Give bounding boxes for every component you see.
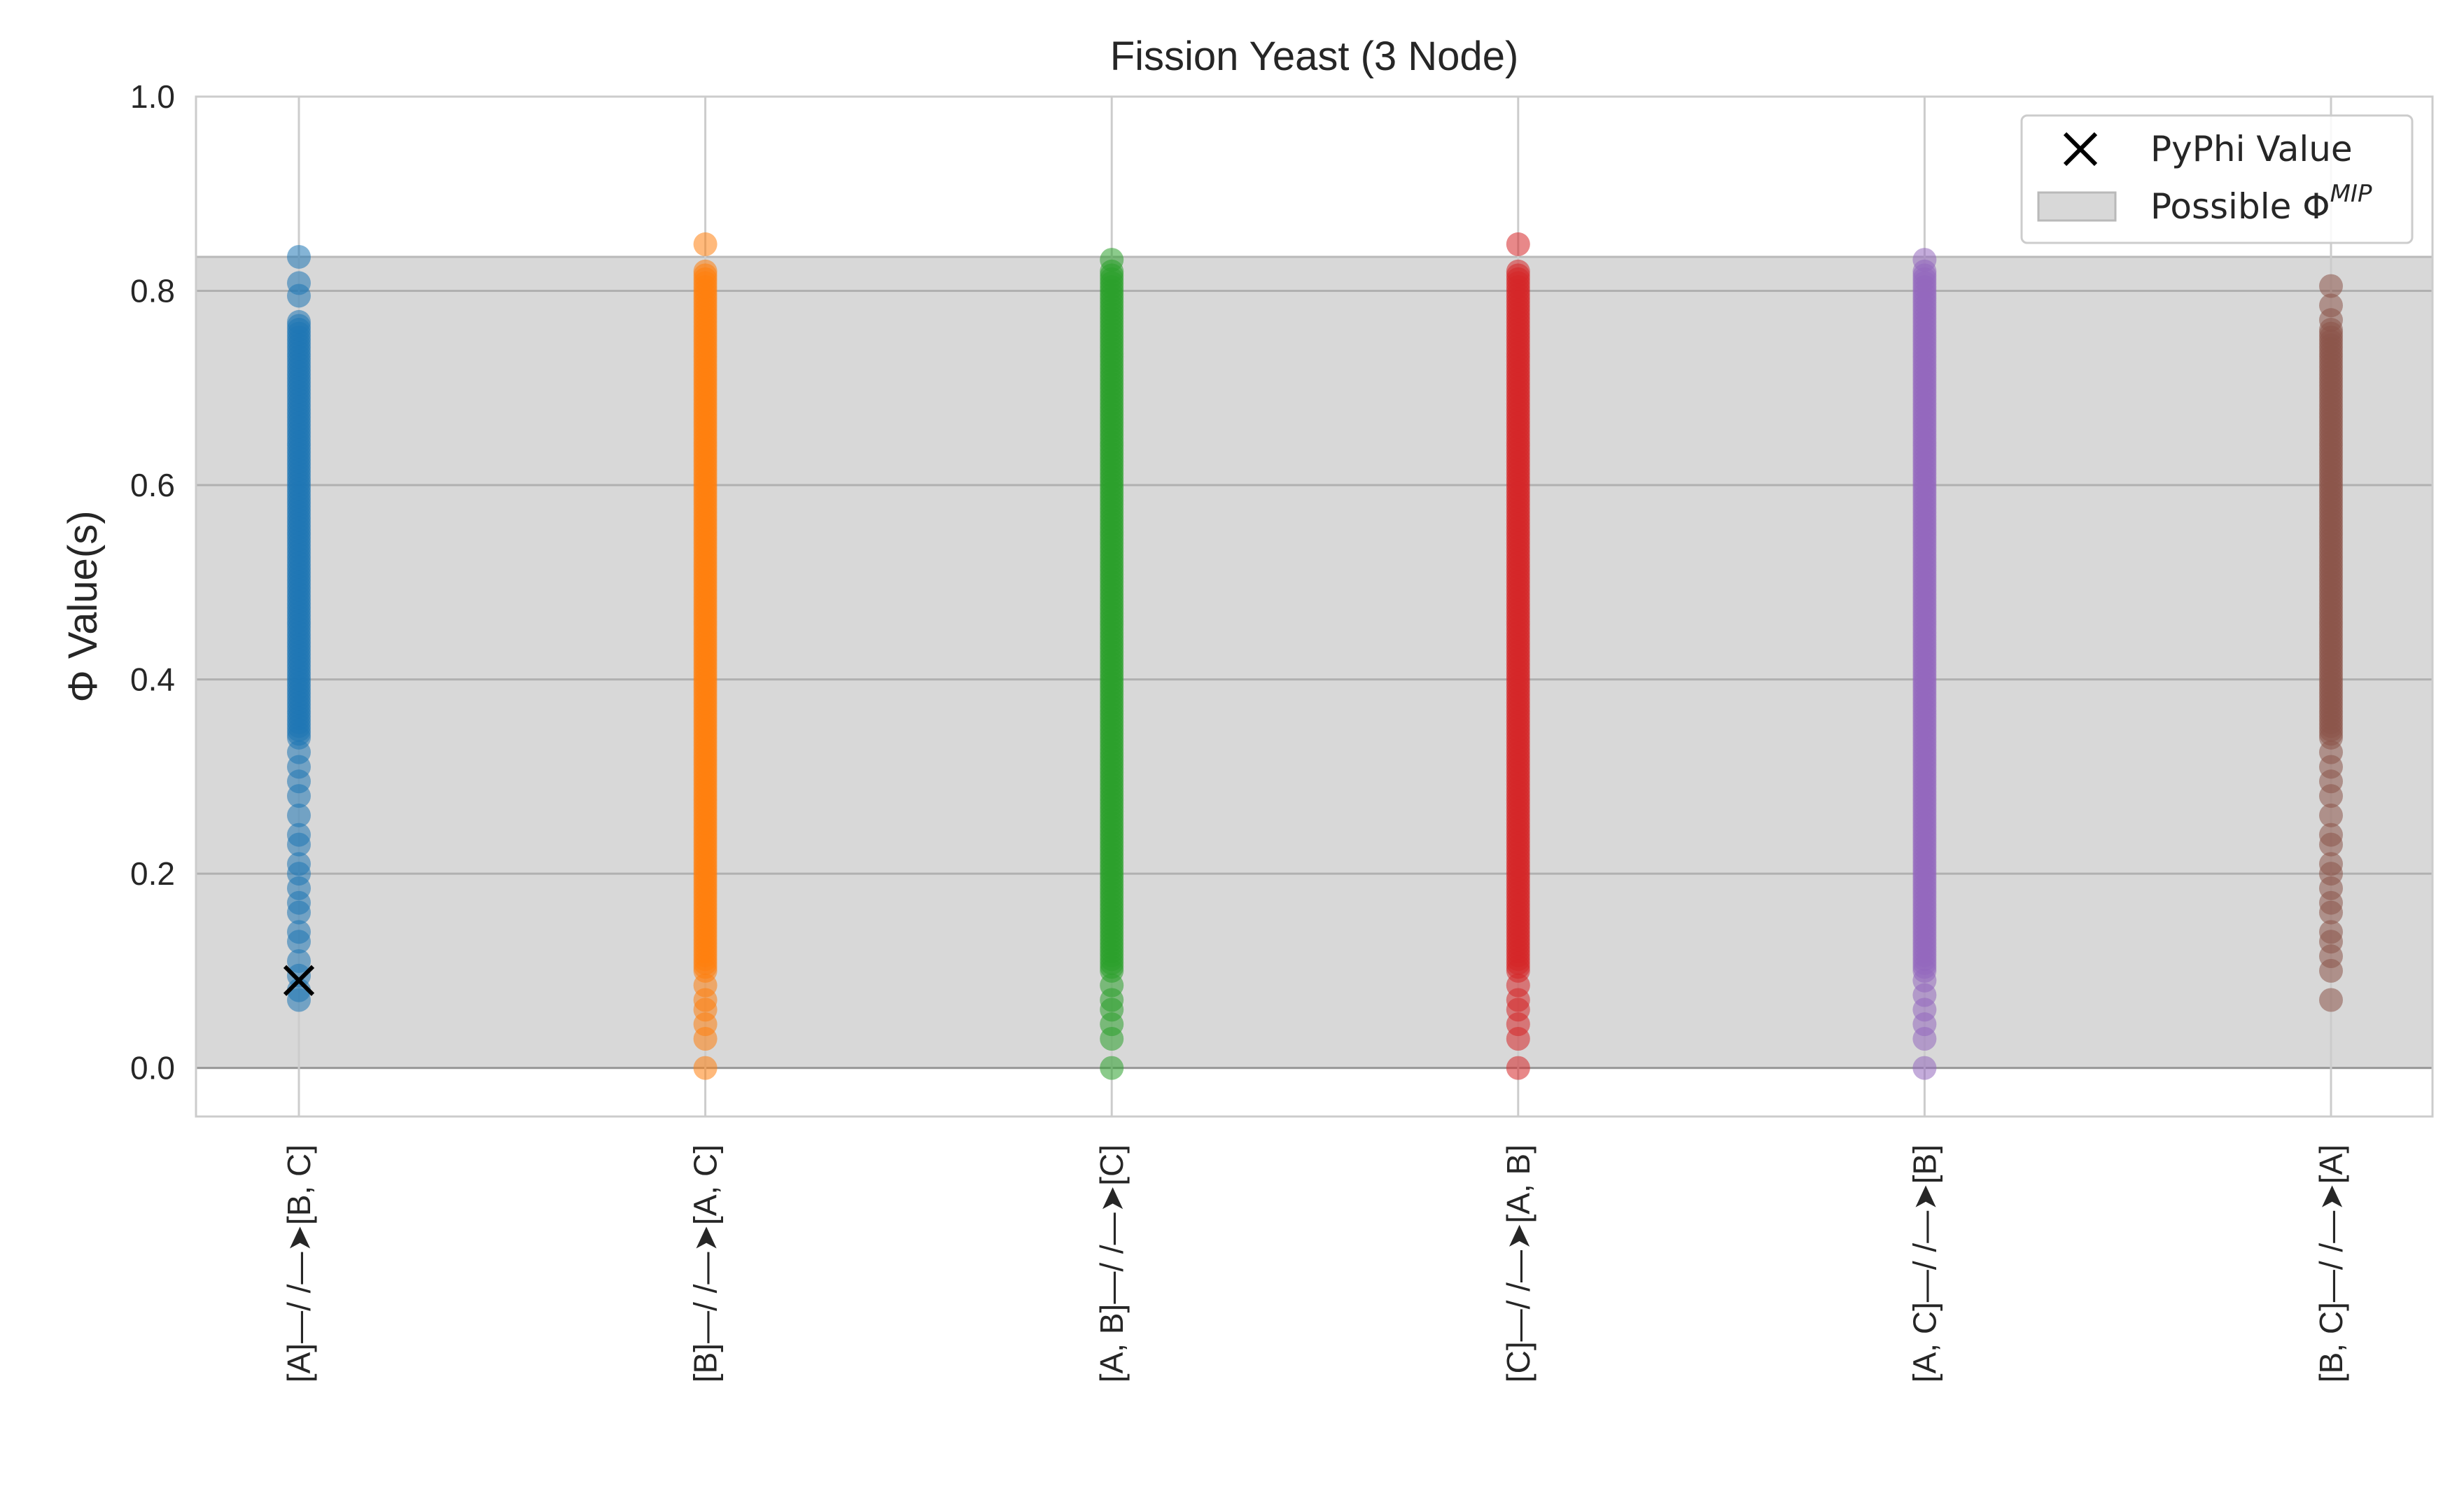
series-3 — [1100, 248, 1124, 1080]
series-6 — [2319, 274, 2343, 1012]
data-point — [287, 803, 311, 827]
data-point — [693, 232, 718, 256]
x-tick-labels: [A]—/ /—➤[B, C] [B]—/ /—➤[A, C] [A, B]—/ /… — [281, 1144, 2349, 1382]
possible-phi-band-layer — [195, 255, 2434, 1070]
legend-pyphi-label: PyPhi Value — [2150, 129, 2353, 169]
data-point — [2319, 740, 2343, 764]
pyphi-marker-stroke — [283, 965, 315, 996]
y-tick-label: 0.4 — [130, 662, 175, 698]
y-tick-label: 0.8 — [130, 273, 175, 309]
data-point — [2319, 803, 2343, 827]
data-point — [287, 271, 311, 295]
legend-pyphi-marker-icon — [2063, 132, 2098, 167]
series-4 — [1506, 232, 1530, 1080]
data-point — [1506, 232, 1530, 256]
data-point — [693, 259, 718, 284]
data-point — [287, 822, 311, 847]
y-tick-label: 0.0 — [130, 1050, 175, 1086]
possible-phi-band — [195, 255, 2434, 1070]
y-axis-label: Φ Value(s) — [60, 510, 106, 702]
data-point — [287, 920, 311, 944]
legend: PyPhi Value Possible ΦMIP — [2020, 114, 2414, 244]
data-point — [287, 948, 311, 973]
y-tick-labels: 0.0 0.2 0.4 0.6 0.8 1.0 — [130, 78, 175, 1086]
legend-band-label-superscript: MIP — [2330, 180, 2372, 208]
y-tick-label: 1.0 — [130, 78, 175, 115]
data-point — [1506, 1056, 1530, 1080]
data-point — [1100, 1056, 1124, 1080]
legend-band-label-main: Possible Φ — [2150, 186, 2330, 227]
data-point — [693, 973, 718, 997]
data-point — [2319, 988, 2343, 1012]
legend-band-label: Possible ΦMIP — [2150, 180, 2372, 227]
data-point — [2319, 920, 2343, 944]
data-point — [287, 244, 311, 269]
x-tick-label: [B, C]—/ /—➤[A] — [2313, 1144, 2349, 1382]
points-layer — [283, 232, 2343, 1080]
x-tick-label: [A, C]—/ /—➤[B] — [1906, 1144, 1942, 1382]
plot-frame — [195, 95, 2434, 1118]
series-1 — [287, 244, 311, 1012]
legend-box — [2020, 114, 2414, 244]
data-point — [2319, 293, 2343, 318]
data-point — [1912, 248, 1937, 272]
data-point — [1506, 259, 1530, 284]
y-tick-label: 0.2 — [130, 855, 175, 892]
data-point — [1506, 973, 1530, 997]
series-5 — [1912, 248, 1937, 1080]
legend-marker-stroke — [2063, 132, 2098, 167]
pyphi-value-marker — [283, 965, 315, 996]
x-tick-label: [A]—/ /—➤[B, C] — [281, 1144, 317, 1382]
data-point — [287, 852, 311, 876]
x-tick-label: [A, B]—/ /—➤[C] — [1093, 1144, 1130, 1382]
data-point — [693, 1056, 718, 1080]
x-tick-label: [C]—/ /—➤[A, B] — [1500, 1144, 1536, 1382]
data-point — [287, 740, 311, 764]
data-point — [2319, 852, 2343, 876]
x-tick-label: [B]—/ /—➤[A, C] — [687, 1144, 724, 1382]
data-point — [1100, 973, 1124, 997]
series-2 — [693, 232, 718, 1080]
data-point — [2319, 274, 2343, 298]
data-point — [1912, 1056, 1937, 1080]
chart-title: Fission Yeast (3 Node) — [1110, 34, 1519, 79]
data-point — [1100, 248, 1124, 272]
data-point — [1912, 968, 1937, 993]
data-point — [287, 309, 311, 334]
data-point — [2319, 822, 2343, 847]
y-tick-label: 0.6 — [130, 467, 175, 503]
legend-band-swatch — [2037, 191, 2117, 222]
